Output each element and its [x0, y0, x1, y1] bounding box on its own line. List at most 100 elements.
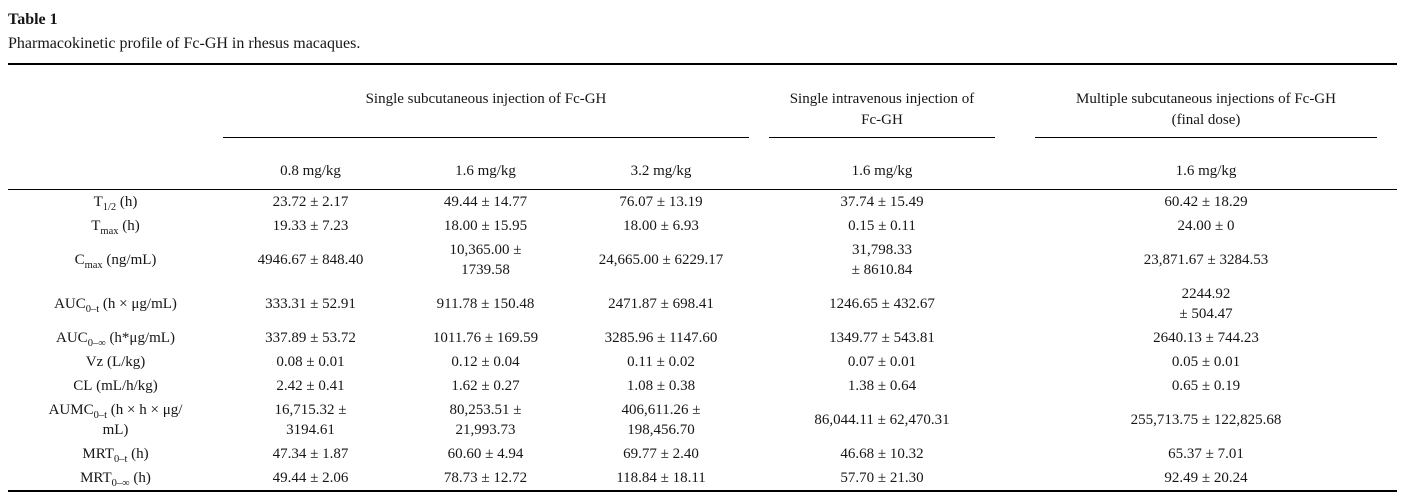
- value-cell: 46.68 ± 10.32: [840, 446, 924, 462]
- value-cell: 18.00 ± 6.93: [623, 218, 699, 234]
- value-cell: 1.62 ± 0.27: [451, 378, 520, 394]
- value-cell: 49.44 ± 14.77: [443, 194, 528, 210]
- param-base: C: [74, 252, 85, 268]
- param-sub: 0–t: [85, 304, 100, 315]
- value-cell: 2244.92 ± 504.47: [1179, 286, 1233, 322]
- dose-header: 1.6 mg/kg: [1015, 156, 1397, 190]
- dose-header: 1.6 mg/kg: [749, 156, 1015, 190]
- value-cell: 0.65 ± 0.19: [1171, 378, 1241, 394]
- value-cell: 255,713.75 ± 122,825.68: [1130, 412, 1282, 428]
- table-row: T1/2 (h) 23.72 ± 2.17 49.44 ± 14.77 76.07 ±…: [8, 190, 1397, 215]
- param-label: T1/2 (h): [8, 190, 223, 215]
- value-cell: 49.44 ± 2.06: [272, 470, 349, 486]
- param-base: AUC: [54, 296, 86, 312]
- group-header-row: Single subcutaneous injection of Fc-GH S…: [8, 64, 1397, 156]
- dose-header: 1.6 mg/kg: [398, 156, 573, 190]
- value-cell: 118.84 ± 18.11: [616, 470, 706, 486]
- param-sub: 0–t: [93, 410, 108, 421]
- param-base: MRT: [80, 470, 112, 486]
- table-row: MRT0–t (h) 47.34 ± 1.87 60.60 ± 4.94 69.77 …: [8, 442, 1397, 466]
- table-row: Cmax (ng/mL) 4946.67 ± 848.40 10,365.00 ± …: [8, 238, 1397, 282]
- value-cell: 1011.76 ± 169.59: [432, 330, 539, 346]
- param-base: MRT: [82, 446, 114, 462]
- group-header-single-sc-label: Single subcutaneous injection of Fc-GH: [223, 83, 749, 138]
- value-cell: 92.49 ± 20.24: [1164, 470, 1248, 486]
- value-cell: 23.72 ± 2.17: [272, 194, 349, 210]
- param-column-spacer: [8, 64, 223, 156]
- group-header-single-sc: Single subcutaneous injection of Fc-GH: [223, 64, 749, 156]
- value-cell: 23,871.67 ± 3284.53: [1143, 252, 1269, 268]
- table-description: Pharmacokinetic profile of Fc-GH in rhes…: [8, 35, 361, 52]
- param-unit: (h): [118, 218, 140, 234]
- value-cell: 37.74 ± 15.49: [840, 194, 924, 210]
- param-unit: (h × μg/mL): [99, 296, 177, 312]
- value-cell: 3285.96 ± 1147.60: [604, 330, 718, 346]
- param-unit: (h): [116, 194, 138, 210]
- value-cell: 24.00 ± 0: [1177, 218, 1235, 234]
- value-cell: 1.08 ± 0.38: [626, 378, 696, 394]
- table-caption: Table 1 Pharmacokinetic profile of Fc-GH…: [8, 8, 1397, 56]
- table-label: Table 1: [8, 11, 58, 28]
- param-sub: 1/2: [102, 202, 117, 213]
- table-row: Vz (L/kg) 0.08 ± 0.01 0.12 ± 0.04 0.11 ± 0.…: [8, 350, 1397, 374]
- value-cell: 65.37 ± 7.01: [1168, 446, 1244, 462]
- param-sub: 0–∞: [87, 338, 106, 349]
- value-cell: 1246.65 ± 432.67: [829, 296, 935, 312]
- param-label: AUMC0–t (h × h × μg/ mL): [8, 398, 223, 442]
- value-cell: 80,253.51 ± 21,993.73: [449, 402, 522, 438]
- value-cell: 0.08 ± 0.01: [276, 354, 345, 370]
- param-sub: max: [100, 226, 119, 237]
- value-cell: 0.05 ± 0.01: [1171, 354, 1241, 370]
- param-label: AUC0–∞ (h*μg/mL): [8, 326, 223, 350]
- value-cell: 0.15 ± 0.11: [848, 218, 916, 234]
- param-label: MRT0–t (h): [8, 442, 223, 466]
- group-header-single-iv-label: Single intravenous injection of Fc-GH: [769, 83, 995, 138]
- value-cell: 19.33 ± 7.23: [272, 218, 349, 234]
- value-cell: 60.60 ± 4.94: [447, 446, 524, 462]
- param-unit: (L/kg): [103, 354, 146, 370]
- param-base: Vz: [85, 354, 104, 370]
- value-cell: 2.42 ± 0.41: [276, 378, 345, 394]
- value-cell: 78.73 ± 12.72: [443, 470, 528, 486]
- table-row: AUC0–t (h × μg/mL) 333.31 ± 52.91 911.78 ±…: [8, 282, 1397, 326]
- dose-header-row: 0.8 mg/kg 1.6 mg/kg 3.2 mg/kg 1.6 mg/kg …: [8, 156, 1397, 190]
- pk-table: Single subcutaneous injection of Fc-GH S…: [8, 63, 1397, 492]
- param-base: CL: [73, 378, 93, 394]
- param-base: T: [93, 194, 103, 210]
- table-row: AUC0–∞ (h*μg/mL) 337.89 ± 53.72 1011.76 ± …: [8, 326, 1397, 350]
- param-unit: (h × h × μg/ mL): [102, 402, 183, 438]
- param-label: Vz (L/kg): [8, 350, 223, 374]
- param-unit: (h): [129, 470, 151, 486]
- dose-header: 3.2 mg/kg: [573, 156, 749, 190]
- value-cell: 2640.13 ± 744.23: [1153, 330, 1259, 346]
- group-header-multi-sc-label: Multiple subcutaneous injections of Fc-G…: [1035, 83, 1377, 138]
- value-cell: 47.34 ± 1.87: [272, 446, 349, 462]
- param-column-spacer: [8, 156, 223, 190]
- value-cell: 16,715.32 ± 3194.61: [274, 402, 347, 438]
- value-cell: 0.07 ± 0.01: [847, 354, 917, 370]
- value-cell: 4946.67 ± 848.40: [257, 252, 364, 268]
- param-unit: (h*μg/mL): [105, 330, 175, 346]
- value-cell: 333.31 ± 52.91: [265, 296, 356, 312]
- param-label: MRT0–∞ (h): [8, 466, 223, 491]
- group-header-multi-sc: Multiple subcutaneous injections of Fc-G…: [1015, 64, 1397, 156]
- value-cell: 911.78 ± 150.48: [436, 296, 535, 312]
- param-sub: max: [84, 260, 103, 271]
- param-base: AUMC: [48, 402, 94, 418]
- param-label: Cmax (ng/mL): [8, 238, 223, 282]
- param-base: AUC: [56, 330, 88, 346]
- value-cell: 76.07 ± 13.19: [619, 194, 703, 210]
- param-unit: (h): [127, 446, 149, 462]
- value-cell: 337.89 ± 53.72: [265, 330, 356, 346]
- value-cell: 86,044.11 ± 62,470.31: [814, 412, 950, 428]
- dose-header: 0.8 mg/kg: [223, 156, 398, 190]
- table-row: MRT0–∞ (h) 49.44 ± 2.06 78.73 ± 12.72 118.8…: [8, 466, 1397, 491]
- param-label: CL (mL/h/kg): [8, 374, 223, 398]
- table-row: AUMC0–t (h × h × μg/ mL) 16,715.32 ± 3194…: [8, 398, 1397, 442]
- value-cell: 2471.87 ± 698.41: [608, 296, 714, 312]
- value-cell: 69.77 ± 2.40: [623, 446, 699, 462]
- param-label: AUC0–t (h × μg/mL): [8, 282, 223, 326]
- table-row: Tmax (h) 19.33 ± 7.23 18.00 ± 15.95 18.00 ±…: [8, 214, 1397, 238]
- value-cell: 60.42 ± 18.29: [1164, 194, 1248, 210]
